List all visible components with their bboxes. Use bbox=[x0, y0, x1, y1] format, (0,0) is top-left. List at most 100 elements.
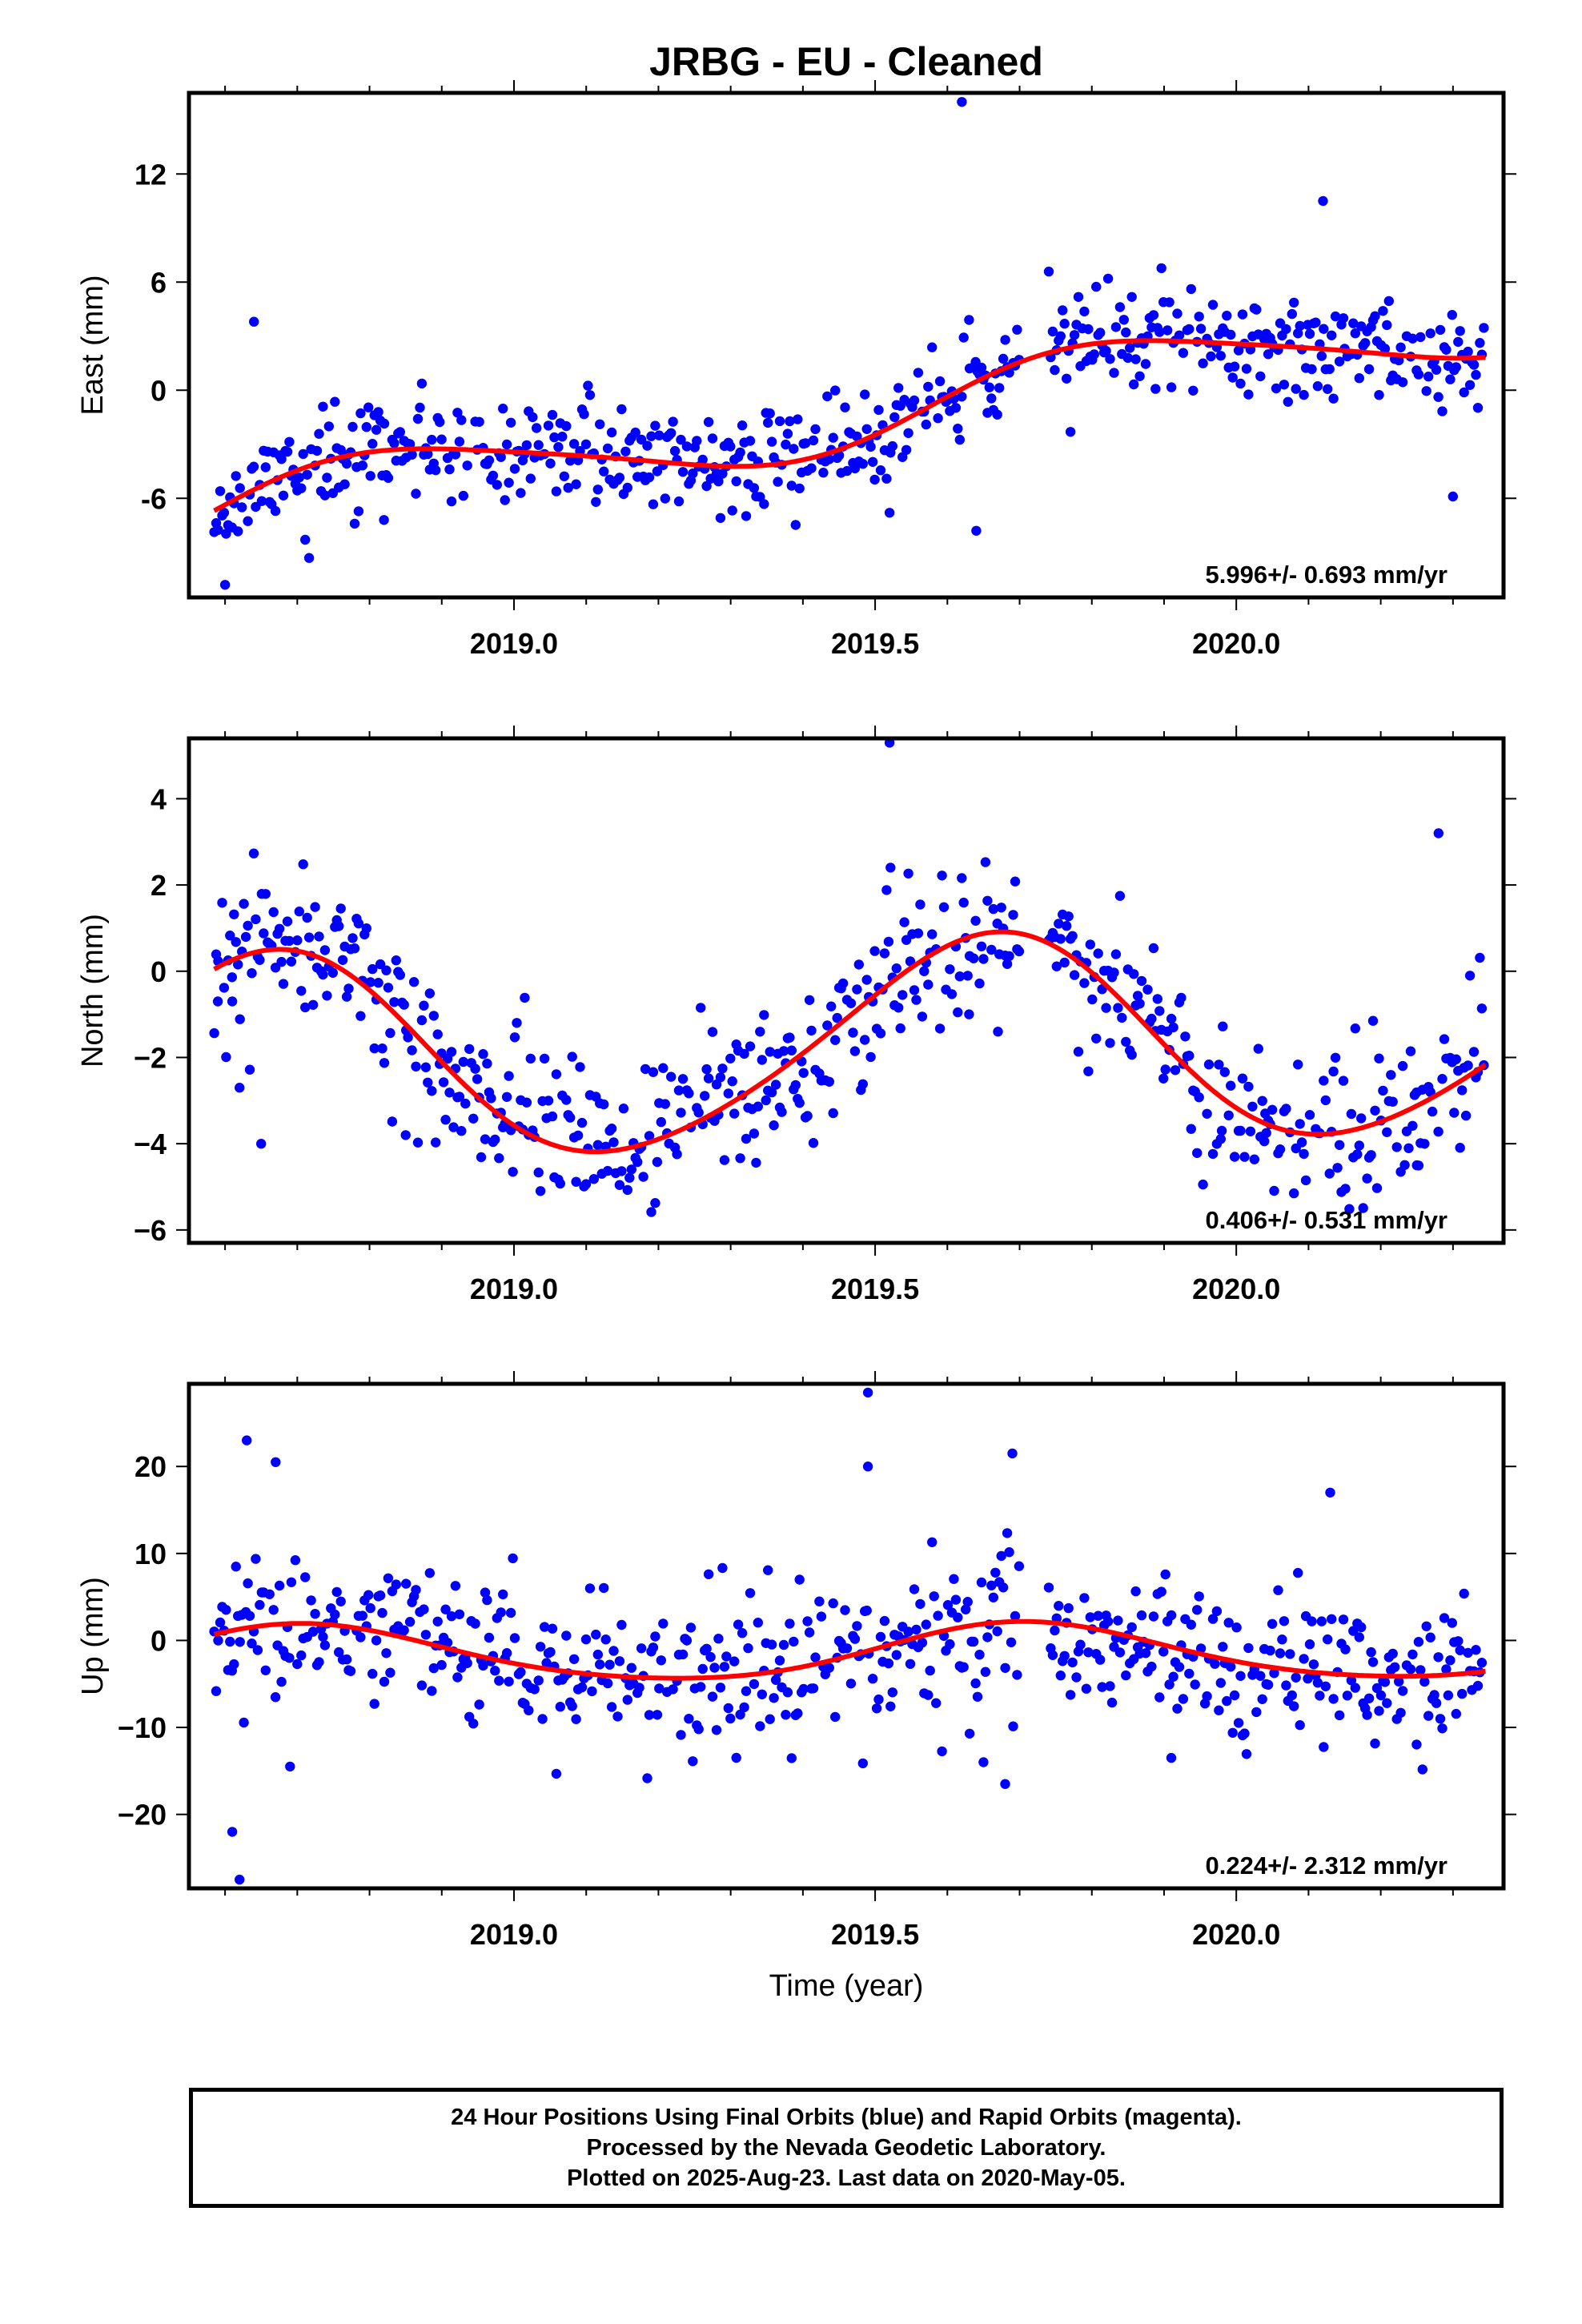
data-point bbox=[572, 1130, 584, 1141]
data-point bbox=[1237, 1073, 1248, 1084]
data-point bbox=[235, 483, 245, 493]
data-point bbox=[501, 1648, 512, 1659]
data-point bbox=[1386, 1070, 1396, 1080]
data-point bbox=[693, 1108, 704, 1118]
data-point bbox=[1383, 296, 1395, 307]
data-point bbox=[606, 1702, 617, 1712]
data-point bbox=[733, 1619, 744, 1630]
data-point bbox=[806, 463, 817, 473]
data-point bbox=[592, 1140, 603, 1150]
data-point bbox=[622, 1695, 632, 1705]
data-point bbox=[1260, 1108, 1271, 1119]
data-point bbox=[355, 1632, 366, 1642]
footer-box: 24 Hour Positions Using Final Orbits (bl… bbox=[189, 2088, 1504, 2208]
data-point bbox=[543, 1096, 554, 1106]
data-point bbox=[957, 873, 967, 883]
data-point bbox=[375, 1590, 386, 1601]
data-point bbox=[1194, 1591, 1204, 1602]
data-point bbox=[1435, 324, 1446, 336]
data-point bbox=[867, 1674, 878, 1684]
data-point bbox=[1391, 1142, 1402, 1152]
data-point bbox=[1109, 368, 1119, 378]
data-point bbox=[407, 449, 417, 460]
data-point bbox=[988, 903, 999, 915]
data-point bbox=[1363, 1693, 1375, 1703]
data-point bbox=[1195, 1643, 1207, 1654]
data-point bbox=[212, 996, 223, 1007]
data-point bbox=[972, 1691, 983, 1702]
data-point bbox=[1328, 1066, 1339, 1077]
data-point bbox=[713, 476, 724, 487]
data-point bbox=[1307, 364, 1317, 375]
data-point bbox=[1332, 1163, 1343, 1173]
data-point bbox=[1472, 403, 1484, 413]
data-point bbox=[879, 1615, 890, 1626]
data-point bbox=[1457, 1688, 1468, 1699]
data-point bbox=[1468, 1047, 1480, 1057]
data-point bbox=[798, 1068, 809, 1079]
data-point bbox=[247, 968, 257, 979]
data-point bbox=[937, 870, 947, 881]
data-point bbox=[957, 392, 967, 402]
data-point bbox=[1004, 951, 1014, 962]
data-point bbox=[1065, 427, 1076, 437]
data-point bbox=[211, 1686, 222, 1696]
data-point bbox=[717, 1562, 728, 1574]
data-point bbox=[644, 472, 655, 483]
y-tick-label: 0 bbox=[151, 955, 167, 988]
data-point bbox=[677, 1074, 689, 1084]
data-point bbox=[794, 1574, 805, 1585]
data-point bbox=[547, 1623, 558, 1634]
data-point bbox=[1279, 380, 1290, 390]
data-point bbox=[419, 1604, 429, 1614]
data-point bbox=[244, 1610, 255, 1622]
data-point bbox=[242, 1435, 252, 1445]
plot-frame bbox=[187, 736, 1506, 1245]
data-point bbox=[857, 1758, 869, 1769]
data-point bbox=[1295, 320, 1305, 332]
data-point bbox=[1320, 1095, 1331, 1106]
data-point bbox=[666, 1072, 677, 1082]
data-point bbox=[1291, 384, 1301, 394]
data-point bbox=[1002, 959, 1013, 970]
data-point bbox=[545, 458, 556, 468]
data-point bbox=[436, 434, 447, 444]
data-point bbox=[741, 1133, 752, 1144]
data-point bbox=[903, 1626, 913, 1637]
data-point bbox=[810, 1652, 821, 1663]
data-point bbox=[1334, 1710, 1345, 1721]
data-point bbox=[777, 1107, 787, 1117]
data-point bbox=[1300, 1175, 1311, 1186]
data-point bbox=[557, 432, 568, 442]
data-point bbox=[243, 920, 253, 931]
data-point bbox=[357, 1610, 367, 1621]
data-point bbox=[1156, 263, 1166, 274]
data-point bbox=[1299, 1148, 1309, 1160]
data-point bbox=[365, 977, 375, 987]
data-point bbox=[520, 992, 530, 1003]
data-point bbox=[505, 417, 516, 428]
data-point bbox=[1203, 1059, 1215, 1070]
data-point bbox=[484, 1632, 495, 1643]
data-point bbox=[535, 1186, 546, 1196]
data-point bbox=[219, 508, 230, 518]
data-point bbox=[978, 1757, 989, 1767]
data-point bbox=[976, 1577, 987, 1588]
data-point bbox=[387, 1116, 398, 1127]
data-point bbox=[322, 472, 332, 483]
data-point bbox=[547, 409, 558, 420]
data-point bbox=[533, 440, 544, 450]
data-point bbox=[1184, 324, 1195, 335]
data-point bbox=[1346, 1108, 1357, 1120]
data-point bbox=[1219, 1067, 1231, 1077]
data-point bbox=[707, 1691, 718, 1702]
data-point bbox=[1148, 310, 1159, 320]
data-point bbox=[592, 1649, 603, 1660]
data-point bbox=[1394, 1676, 1404, 1687]
data-point bbox=[781, 1710, 791, 1720]
data-point bbox=[1105, 1038, 1115, 1048]
data-point bbox=[470, 1618, 480, 1629]
data-point bbox=[1387, 1096, 1398, 1107]
data-point bbox=[260, 889, 271, 899]
data-point bbox=[1014, 946, 1025, 957]
